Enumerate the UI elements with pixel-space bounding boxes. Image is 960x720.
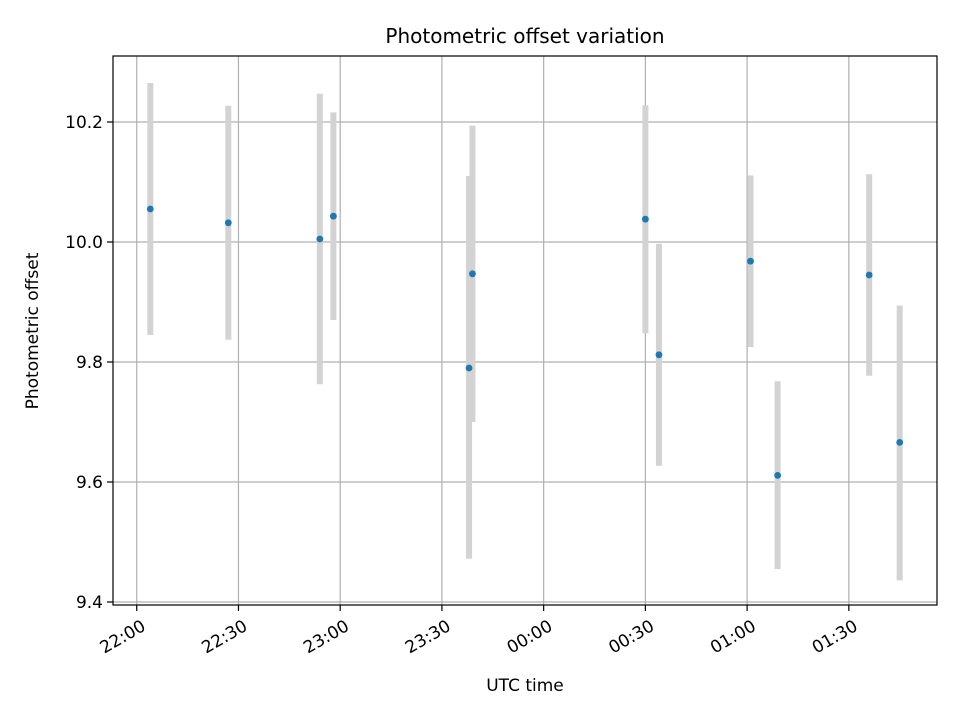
data-point — [146, 205, 154, 213]
data-point — [316, 235, 324, 243]
data-point — [641, 215, 649, 223]
x-axis-label: UTC time — [486, 676, 564, 696]
plot-frame — [112, 55, 938, 606]
data-point — [655, 351, 663, 359]
data-point — [224, 219, 232, 227]
data-point — [747, 257, 754, 265]
data-point — [465, 364, 473, 372]
data-points — [146, 205, 904, 479]
chart-title: Photometric offset variation — [385, 24, 664, 48]
data-point — [896, 439, 904, 446]
y-tick-label: 10.2 — [65, 113, 103, 133]
y-tick-label: 9.6 — [76, 473, 103, 493]
data-point — [469, 270, 476, 278]
y-tick-label: 10.0 — [65, 233, 103, 253]
y-tick-label: 9.4 — [76, 593, 103, 613]
data-point — [774, 472, 782, 479]
y-axis-ticks: 9.4 9.6 9.8 10.0 10.2 — [65, 113, 113, 613]
y-tick-label: 9.8 — [76, 353, 103, 373]
data-point — [330, 212, 337, 220]
y-axis-label: Photometric offset — [23, 252, 43, 409]
data-point — [865, 271, 873, 279]
